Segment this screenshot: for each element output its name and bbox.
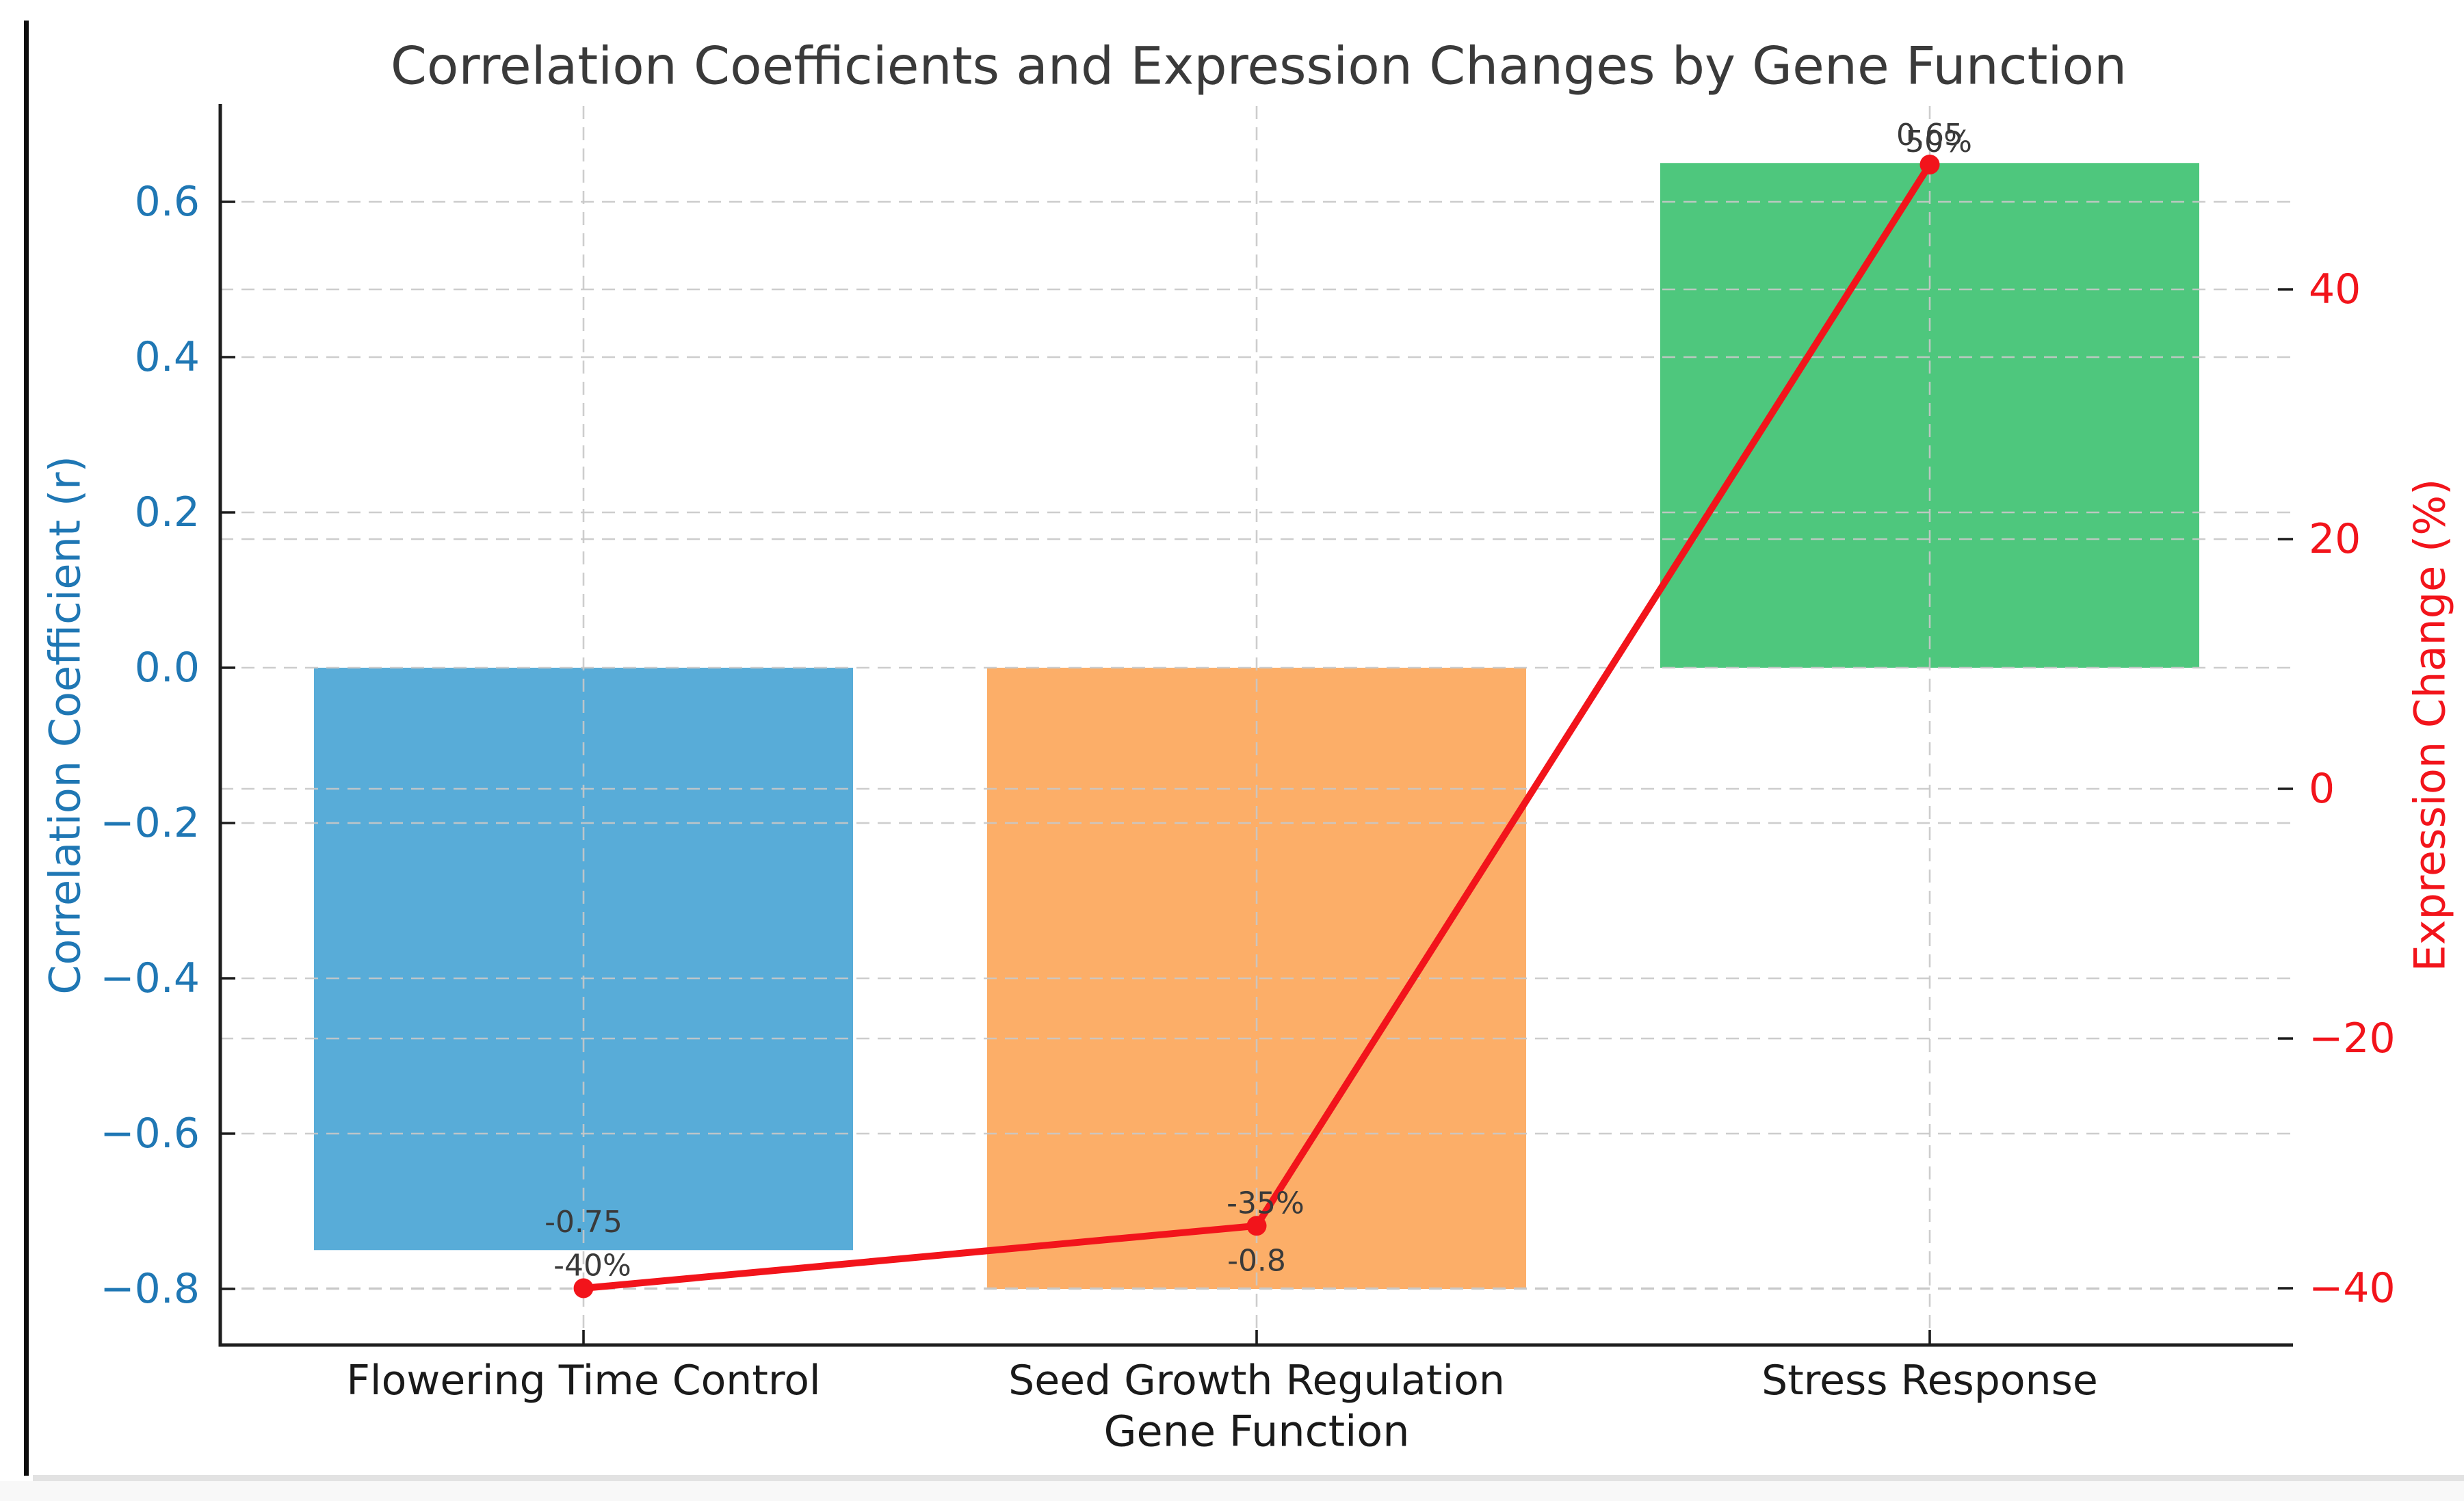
data-point-marker [1919,155,1940,174]
point-value-label: -35% [1227,1186,1305,1221]
right-tick-label: 40 [2309,265,2361,313]
right-tick-label: 0 [2309,765,2335,813]
right-tick-label: −20 [2309,1015,2396,1062]
page-bottom-divider [33,1475,2464,1481]
right-tick-label: −40 [2309,1264,2396,1312]
page-bottom-area [0,1481,2464,1501]
data-point-marker [573,1278,594,1298]
left-tick-label: 0.2 [135,488,200,536]
y-axis-label-left: Correlation Coefficient (r) [40,456,90,995]
left-tick-label: 0.0 [135,644,200,692]
bar-value-label: -0.8 [1227,1244,1286,1279]
left-tick-label: −0.8 [100,1265,200,1313]
left-tick-label: −0.2 [100,799,200,847]
page-left-border [24,21,29,1476]
x-tick-label: Seed Growth Regulation [1008,1357,1505,1405]
x-tick-label: Stress Response [1761,1357,2098,1405]
bar-value-label: 0.65 [1896,118,1963,153]
left-tick-label: −0.4 [100,954,200,1002]
point-value-label: -40% [553,1249,631,1283]
point-value-label: 50% [1905,125,1972,159]
chart-title: Correlation Coefficients and Expression … [390,35,2127,96]
data-point-marker [1246,1216,1267,1236]
y-axis-label-right: Expression Change (%) [2404,478,2455,972]
bar-value-label: -0.75 [545,1205,622,1240]
x-axis-label: Gene Function [1103,1406,1410,1457]
x-tick-label: Flowering Time Control [346,1357,820,1405]
left-tick-label: −0.6 [100,1110,200,1158]
left-tick-label: 0.6 [135,178,200,226]
left-tick-label: 0.4 [135,333,200,381]
right-tick-label: 20 [2309,515,2361,563]
